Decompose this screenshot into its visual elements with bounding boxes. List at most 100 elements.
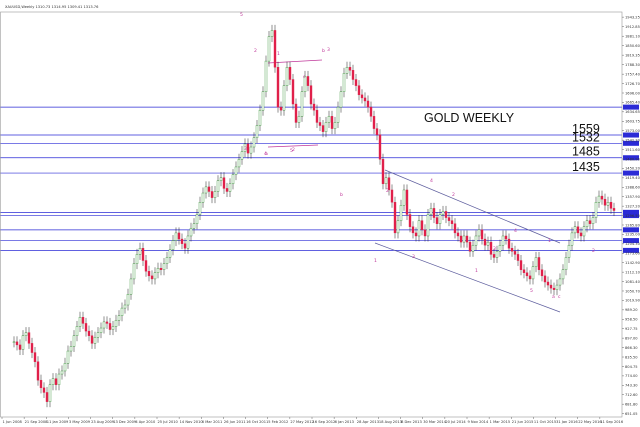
x-tick-label: 23 Aug 2009 (91, 420, 115, 424)
candle-body (369, 106, 373, 117)
candle-body (486, 241, 490, 246)
candle-body (252, 137, 256, 148)
candle-body (468, 241, 472, 252)
x-tick-label: 8 Dec 2013 (401, 420, 422, 424)
x-tick-label: 27 May 2012 (290, 420, 313, 424)
candle-body (18, 344, 22, 350)
candle-body (15, 341, 19, 346)
x-tick-label: 16 Oct 2011 (246, 420, 268, 424)
y-tick-label: 989.20 (625, 308, 638, 312)
candle-body (303, 76, 307, 92)
candle-body (462, 235, 466, 243)
candle-body (435, 217, 439, 224)
candle-body (222, 177, 226, 189)
level-price-tag (623, 132, 639, 138)
y-tick-label: 1480.90 (625, 157, 640, 161)
candle-body (168, 249, 172, 258)
y-tick-label: 1019.90 (625, 299, 640, 303)
candle-body (348, 67, 352, 71)
y-tick-label: 1450.20 (625, 167, 640, 171)
elliott-wave-label: 5 (240, 12, 243, 18)
candle-body (402, 189, 406, 206)
candle-body (429, 208, 433, 215)
y-tick-label: 1881.10 (625, 35, 640, 39)
candle-body (357, 85, 361, 96)
candle-body (393, 202, 397, 234)
candle-body (531, 266, 535, 280)
x-tick-label: 14 Nov 2010 (180, 420, 204, 424)
candle-body (555, 284, 559, 290)
y-tick-label: 1788.30 (625, 63, 640, 67)
candle-body (396, 220, 400, 234)
candle-body (504, 235, 508, 240)
candle-body (255, 125, 259, 138)
candle-body (249, 146, 253, 154)
candle-body (12, 341, 16, 343)
chart-header: XAUUSD,Weekly 1310.73 1314.95 1309.41 13… (5, 5, 99, 9)
candle-body (45, 392, 49, 402)
candle-body (540, 269, 544, 277)
candle-body (423, 229, 427, 237)
candle-body (417, 220, 421, 237)
y-tick-label: 1265.80 (625, 223, 640, 227)
candle-body (117, 315, 121, 321)
candle-body (66, 350, 70, 364)
candle-body (39, 379, 43, 389)
level-price-tag (623, 238, 639, 244)
candle-body (399, 205, 403, 221)
candle-body (261, 91, 265, 111)
candle-body (264, 60, 268, 92)
level-price-tag (623, 155, 639, 161)
candle-body (258, 109, 262, 126)
y-tick-label: 1112.10 (625, 270, 640, 274)
candle-body (453, 223, 457, 234)
candle-body (366, 100, 370, 108)
candle-body (561, 269, 565, 280)
candle-body (432, 208, 436, 218)
candle-body (147, 271, 151, 277)
y-axis: 1943.25 1912.85 1881.10 1850.60 1819.35 1788.… (0, 11, 640, 418)
y-tick-label: 835.50 (625, 355, 638, 359)
candle-body (456, 232, 460, 237)
candle-body (510, 248, 514, 252)
candle-body (471, 244, 475, 252)
candle-body (54, 378, 58, 385)
candle-layer (12, 24, 616, 408)
candle-body (42, 387, 46, 393)
x-tick-label: 18 Aug 2013 (379, 420, 402, 424)
candle-body (126, 294, 130, 306)
candle-body (552, 287, 556, 290)
x-tick-label: 21 Sep 2008 (25, 420, 48, 424)
candle-body (33, 352, 37, 362)
y-tick-label: 1943.25 (625, 15, 640, 19)
candle-body (321, 125, 325, 132)
candle-body (591, 217, 595, 224)
x-axis: 1 Jun 2008 21 Sep 2008 11 Jan 2009 3 May 20… (1, 417, 624, 424)
y-tick-label: 1204.30 (625, 242, 640, 246)
candle-body (567, 244, 571, 258)
level-price-tag (623, 209, 639, 215)
candle-body (528, 275, 532, 280)
candle-body (282, 85, 286, 111)
elliott-wave-label: 5 (290, 148, 293, 154)
candle-body (330, 116, 334, 129)
chart-title: GOLD WEEKLY (424, 111, 515, 125)
candle-body (306, 76, 310, 86)
y-tick-label: 1235.00 (625, 233, 640, 237)
bottom-trendline (267, 144, 319, 148)
candle-body (279, 106, 283, 111)
candle-body (24, 332, 28, 336)
candle-body (273, 30, 277, 68)
candle-body (573, 226, 577, 234)
candle-body (159, 267, 163, 270)
candle-body (234, 166, 238, 175)
level-price-tag (623, 213, 639, 219)
candle-body (498, 244, 502, 252)
candle-body (390, 189, 394, 203)
candle-body (477, 229, 481, 237)
candle-body (240, 151, 244, 160)
elliott-wave-label: 3 (327, 47, 330, 53)
candle-body (594, 202, 598, 218)
elliott-wave-label: 2 (386, 188, 389, 194)
